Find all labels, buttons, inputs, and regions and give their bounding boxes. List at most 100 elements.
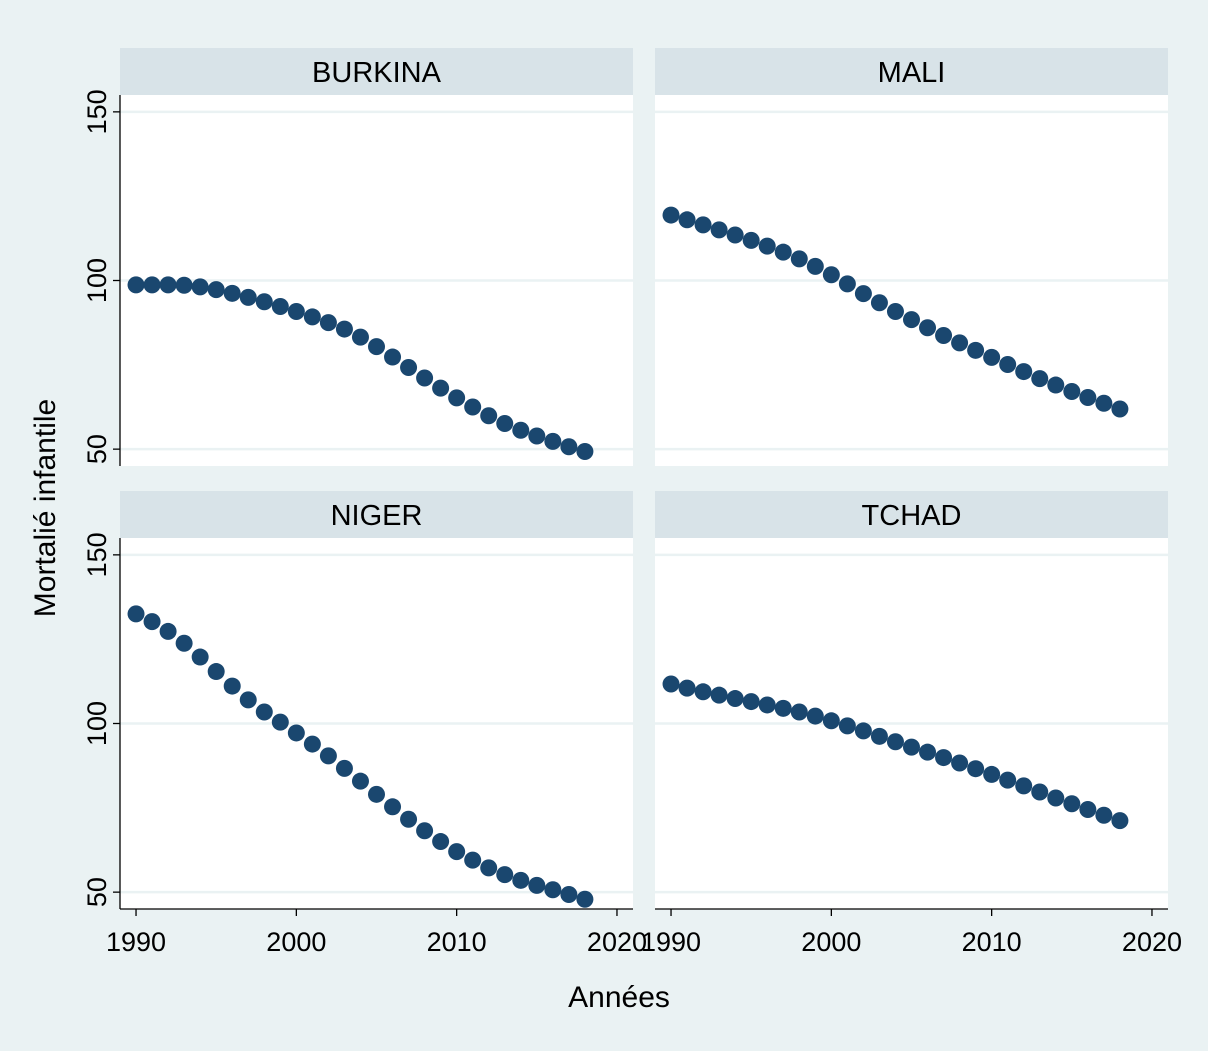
panel-burkina-point-1997 — [239, 288, 257, 306]
panel-tchad-point-2003 — [870, 727, 888, 745]
panel-tchad-point-2008 — [951, 754, 969, 772]
panel-mali-point-2000 — [822, 266, 840, 284]
panel-niger: NIGER — [120, 491, 633, 909]
panel-burkina-point-1999 — [271, 297, 289, 315]
panel-tchad-point-1996 — [758, 696, 776, 714]
panel-burkina-point-2009 — [432, 379, 450, 397]
panel-burkina-point-2016 — [544, 432, 562, 450]
panel-burkina-point-1995 — [207, 281, 225, 299]
panel-tchad-point-2011 — [999, 771, 1017, 789]
panel-mali-point-2007 — [935, 326, 953, 344]
panel-mali-point-1998 — [790, 250, 808, 268]
panel-burkina-point-2005 — [368, 338, 385, 356]
panel-niger-point-2001 — [303, 735, 321, 753]
panel-burkina-y-tick-label-100: 100 — [82, 258, 112, 303]
panel-niger-point-2003 — [335, 759, 353, 777]
panel-tchad-point-1997 — [774, 699, 792, 717]
panel-burkina-point-2004 — [351, 328, 369, 346]
panel-mali-point-1997 — [774, 243, 792, 261]
panel-niger-point-2007 — [400, 810, 418, 828]
panel-tchad-point-2013 — [1031, 783, 1049, 801]
panel-burkina-point-1992 — [159, 276, 177, 294]
panel-niger-y-tick-label-50: 50 — [82, 877, 112, 907]
panel-mali-point-2008 — [951, 334, 969, 352]
panel-burkina-strip — [120, 48, 633, 95]
panel-mali-point-1996 — [758, 237, 776, 255]
panel-mali-point-2016 — [1079, 389, 1097, 407]
panel-burkina-point-1991 — [143, 276, 161, 294]
panel-tchad-x-tick-label-2010: 2010 — [962, 927, 1022, 957]
panel-mali-point-2014 — [1047, 376, 1065, 394]
y-axis-title: Mortalié infantile — [29, 399, 62, 617]
panel-niger-point-2017 — [560, 885, 578, 903]
panel-burkina-point-2017 — [560, 438, 578, 456]
panel-tchad-point-1993 — [710, 686, 728, 704]
panel-niger-point-1990 — [127, 605, 145, 623]
panel-mali-point-1992 — [694, 216, 712, 234]
panel-tchad-point-2009 — [967, 760, 985, 778]
panel-niger-point-1997 — [239, 691, 257, 709]
panel-tchad-point-2004 — [886, 733, 904, 751]
panel-niger-point-2004 — [351, 772, 369, 790]
panel-tchad-points — [662, 675, 1129, 830]
panel-burkina-point-2003 — [335, 320, 353, 338]
panel-mali-point-2011 — [999, 355, 1017, 373]
panel-tchad-strip — [655, 491, 1168, 538]
panel-tchad-point-1991 — [678, 679, 696, 697]
panel-burkina-point-1996 — [223, 284, 241, 302]
panel-mali-gridlines — [655, 110, 1168, 451]
panel-burkina-y-tick-label-150: 150 — [82, 89, 112, 134]
panel-mali-point-2002 — [854, 285, 872, 303]
panel-mali-point-1993 — [710, 221, 728, 239]
panel-tchad-point-1992 — [694, 683, 712, 701]
panel-mali-point-2012 — [1015, 363, 1033, 381]
panel-niger-point-1999 — [271, 713, 289, 731]
panel-mali-point-1990 — [662, 206, 680, 224]
panel-burkina-point-2012 — [480, 407, 498, 425]
panel-tchad-point-2017 — [1095, 806, 1113, 824]
panel-niger-point-2015 — [528, 876, 546, 894]
panel-mali-point-1994 — [726, 226, 744, 244]
panel-burkina-y-tick-label-50: 50 — [82, 434, 112, 464]
panel-tchad-gridlines — [655, 553, 1168, 894]
panel-niger-point-2008 — [416, 822, 434, 840]
panel-mali-point-2015 — [1063, 382, 1081, 400]
panel-niger-point-2002 — [319, 747, 337, 765]
panel-mali-point-1999 — [806, 257, 824, 275]
panel-niger-x-tick-label-2020: 2020 — [587, 927, 647, 957]
panel-burkina-title: BURKINA — [312, 57, 442, 89]
panel-tchad-point-1998 — [790, 703, 808, 721]
panel-burkina-point-2010 — [448, 389, 466, 407]
panel-burkina-point-2018 — [576, 442, 594, 460]
panel-niger-point-2016 — [544, 881, 562, 899]
panel-burkina-point-2007 — [400, 359, 418, 377]
panel-tchad-point-2012 — [1015, 777, 1033, 795]
panel-niger-point-2013 — [496, 866, 514, 884]
panel-mali-point-2017 — [1095, 394, 1113, 412]
panel-niger-point-2018 — [576, 890, 594, 908]
panel-niger-point-2006 — [384, 798, 402, 816]
panel-tchad: TCHAD — [655, 491, 1168, 909]
panel-mali-point-2001 — [838, 275, 856, 293]
panel-mali-point-2003 — [870, 294, 888, 312]
x-axis-title: Années — [568, 981, 670, 1014]
panel-mali-title: MALI — [878, 57, 946, 89]
panel-burkina-point-1990 — [127, 276, 145, 294]
panel-mali-point-2010 — [983, 348, 1001, 366]
panel-niger-points — [127, 605, 594, 908]
panel-niger-y-tick-label-150: 150 — [82, 532, 112, 577]
panel-tchad-point-2014 — [1047, 789, 1065, 807]
panel-niger-x-tick-label-2000: 2000 — [266, 927, 326, 957]
panel-burkina-point-1998 — [255, 293, 273, 311]
panel-niger-point-2000 — [287, 724, 305, 742]
panel-niger-point-2010 — [448, 843, 466, 861]
panel-niger-point-1998 — [255, 703, 273, 721]
panel-burkina-point-1993 — [175, 276, 193, 294]
panel-mali-point-2018 — [1111, 400, 1129, 418]
panel-niger-point-2005 — [368, 785, 385, 803]
panel-niger-x-tick-label-2010: 2010 — [427, 927, 487, 957]
panel-tchad-x-tick-label-1990: 1990 — [641, 927, 701, 957]
panel-niger-point-1994 — [191, 648, 209, 666]
panel-mali-point-2004 — [886, 303, 904, 321]
panel-burkina-point-2002 — [319, 314, 337, 332]
